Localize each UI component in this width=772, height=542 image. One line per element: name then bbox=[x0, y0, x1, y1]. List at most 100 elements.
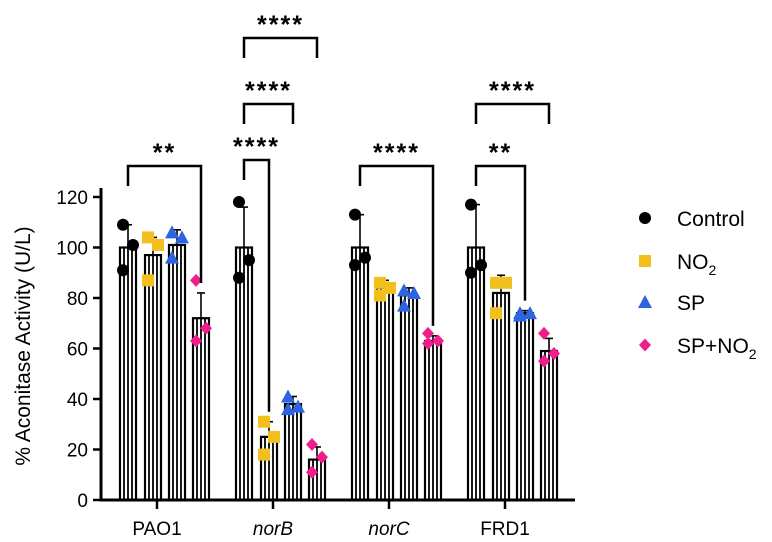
bar-hatch bbox=[288, 404, 298, 500]
significance-label: **** bbox=[245, 77, 292, 105]
bar-Control-FRD1 bbox=[466, 246, 486, 502]
y-tick-label: 100 bbox=[56, 239, 88, 260]
error-bar bbox=[545, 337, 553, 352]
legend-item-SP+NO2: SP+NO2 bbox=[639, 335, 757, 362]
data-point bbox=[117, 218, 129, 231]
significance-label: ** bbox=[153, 139, 176, 167]
significance-bracket: **** bbox=[474, 77, 551, 124]
points-layer bbox=[117, 196, 560, 479]
bar-hatch bbox=[544, 351, 554, 500]
legend-item-SP: SP bbox=[638, 292, 705, 315]
bar-SP+NO2-PAO1 bbox=[191, 317, 211, 502]
bar-hatch bbox=[264, 436, 274, 500]
significance-label: **** bbox=[489, 77, 536, 105]
significance-label: ** bbox=[489, 139, 512, 167]
bar-hatch bbox=[172, 244, 182, 500]
legend-label: NO2 bbox=[677, 251, 717, 278]
data-point bbox=[117, 264, 129, 277]
legend-item-Control: Control bbox=[639, 208, 745, 231]
data-point bbox=[422, 336, 434, 350]
bars-layer bbox=[118, 203, 559, 502]
data-point bbox=[349, 259, 361, 272]
y-tick-label: 40 bbox=[67, 390, 88, 411]
bar-NO2-norB bbox=[259, 435, 279, 502]
legend-label: SP bbox=[677, 292, 705, 315]
y-axis-title: % Aconitase Activity (U/L) bbox=[12, 226, 35, 465]
bar-hatch bbox=[380, 287, 390, 500]
data-point bbox=[548, 347, 560, 361]
bar-hatch bbox=[312, 459, 322, 500]
significance-bracket: ** bbox=[126, 139, 203, 283]
data-point bbox=[349, 208, 361, 221]
data-point bbox=[281, 402, 295, 416]
legend-label: SP+NO2 bbox=[677, 335, 757, 362]
y-tick-label: 20 bbox=[67, 441, 88, 462]
data-point bbox=[258, 448, 270, 461]
data-point bbox=[407, 285, 421, 299]
legend-item-NO2: NO2 bbox=[639, 251, 717, 278]
x-tick-label: PAO1 bbox=[132, 519, 181, 540]
data-point bbox=[243, 254, 255, 267]
bar-SP-FRD1 bbox=[515, 312, 535, 502]
bar-hatch bbox=[239, 247, 249, 500]
error-bar bbox=[472, 203, 480, 248]
y-tick-label: 80 bbox=[67, 289, 88, 310]
data-point bbox=[200, 321, 212, 335]
significance-bracket: **** bbox=[358, 139, 435, 326]
legend: Control NO2 SP SP+NO2 bbox=[638, 208, 757, 362]
significance-bracket: **** bbox=[242, 11, 319, 58]
data-point bbox=[422, 326, 434, 340]
significance-label: **** bbox=[257, 11, 304, 39]
bar-hatch bbox=[148, 255, 158, 500]
data-point bbox=[165, 225, 179, 239]
data-point bbox=[306, 437, 318, 451]
y-tick-label: 0 bbox=[77, 491, 88, 512]
bar-NO2-FRD1 bbox=[491, 291, 511, 502]
data-point bbox=[465, 266, 477, 279]
significance-bracket: ** bbox=[474, 139, 527, 301]
significance-bracket: **** bbox=[233, 133, 280, 412]
y-tick-label: 60 bbox=[67, 340, 88, 361]
bar-hatch bbox=[471, 247, 481, 500]
bar-hatch bbox=[355, 247, 365, 500]
data-point bbox=[523, 306, 537, 320]
bar-SP-norC bbox=[399, 294, 419, 502]
error-bar bbox=[240, 206, 248, 248]
data-point bbox=[165, 250, 179, 264]
x-tick-label: norC bbox=[368, 519, 409, 540]
data-point bbox=[432, 334, 444, 348]
data-point bbox=[233, 271, 245, 284]
bar-hatch bbox=[123, 247, 133, 500]
data-point bbox=[374, 289, 386, 302]
bar-NO2-PAO1 bbox=[143, 253, 163, 502]
data-point bbox=[281, 389, 295, 403]
y-axis: 0 20 40 60 80 100 120 bbox=[56, 188, 103, 512]
data-point bbox=[316, 450, 328, 464]
bar-SP+NO2-norB bbox=[307, 458, 327, 502]
bar-SP+NO2-FRD1 bbox=[539, 349, 559, 502]
bar-Control-norB bbox=[234, 246, 254, 502]
legend-marker bbox=[639, 338, 651, 352]
legend-label: Control bbox=[677, 208, 745, 231]
data-point bbox=[190, 334, 202, 348]
data-point bbox=[397, 298, 411, 312]
significance-label: **** bbox=[233, 133, 280, 161]
data-point bbox=[127, 238, 139, 251]
bar-NO2-norC bbox=[375, 286, 395, 502]
data-point bbox=[152, 238, 164, 251]
significance-layer: ** **************** ****** bbox=[126, 11, 551, 412]
data-point bbox=[538, 326, 550, 340]
data-point bbox=[490, 307, 502, 320]
x-axis: PAO1 norB norC FRD1 bbox=[99, 498, 575, 540]
x-tick-label: norB bbox=[253, 519, 293, 540]
data-point bbox=[538, 354, 550, 368]
data-point bbox=[384, 281, 396, 294]
bar-hatch bbox=[404, 295, 414, 500]
data-point bbox=[374, 276, 386, 289]
data-point bbox=[291, 399, 305, 413]
x-tick-label: FRD1 bbox=[480, 519, 530, 540]
data-point bbox=[142, 231, 154, 244]
bar-SP+NO2-norC bbox=[423, 339, 443, 502]
legend-marker bbox=[639, 212, 651, 224]
